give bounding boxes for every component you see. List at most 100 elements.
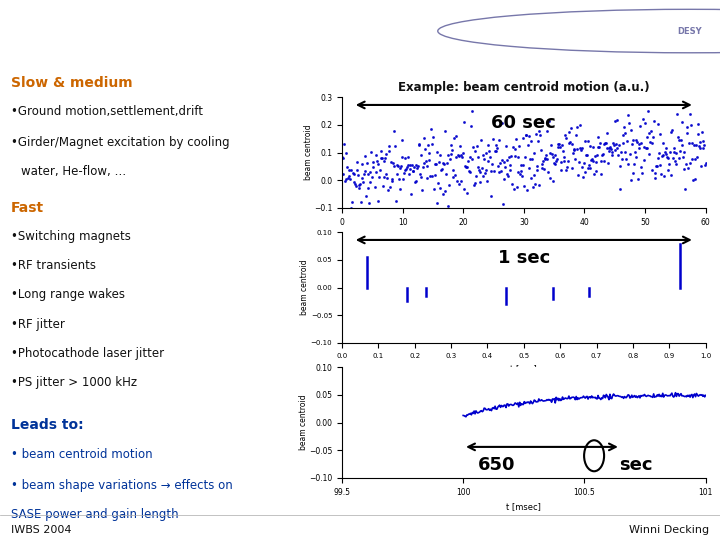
Text: Slow & medium: Slow & medium bbox=[11, 76, 132, 90]
Point bbox=[372, 197, 384, 206]
Point bbox=[582, 136, 594, 145]
Point bbox=[654, 161, 666, 170]
Point bbox=[397, 152, 408, 161]
Point bbox=[413, 140, 424, 149]
Point bbox=[533, 126, 544, 135]
Point bbox=[503, 172, 514, 180]
Text: Winni Decking: Winni Decking bbox=[629, 524, 709, 535]
Point bbox=[666, 125, 678, 134]
Point bbox=[502, 170, 513, 178]
Text: •Ground motion,settlement,drift: •Ground motion,settlement,drift bbox=[11, 105, 203, 118]
Point bbox=[355, 197, 366, 206]
Point bbox=[394, 185, 405, 193]
Point bbox=[606, 148, 618, 157]
Point bbox=[675, 136, 687, 144]
Point bbox=[430, 159, 441, 168]
Point bbox=[642, 144, 653, 153]
Point bbox=[539, 154, 551, 163]
Point bbox=[639, 156, 650, 165]
Point bbox=[588, 170, 600, 179]
X-axis label: t [msec]: t [msec] bbox=[506, 502, 541, 511]
Point bbox=[690, 174, 701, 183]
Point bbox=[527, 183, 539, 191]
Point bbox=[425, 125, 436, 133]
Point bbox=[426, 139, 438, 148]
Point bbox=[381, 150, 392, 159]
X-axis label: t [sec]: t [sec] bbox=[510, 364, 537, 373]
Point bbox=[353, 184, 364, 192]
Point bbox=[515, 166, 526, 175]
Point bbox=[693, 141, 705, 150]
Point bbox=[575, 145, 587, 154]
Point bbox=[556, 165, 567, 174]
Point bbox=[359, 167, 371, 176]
Point bbox=[434, 183, 446, 192]
Point bbox=[683, 164, 694, 172]
Point bbox=[397, 174, 409, 183]
Point bbox=[693, 130, 704, 138]
Point bbox=[680, 160, 692, 169]
Point bbox=[408, 166, 419, 175]
Point bbox=[662, 165, 673, 174]
Point bbox=[550, 151, 562, 159]
Point bbox=[624, 150, 636, 158]
Point bbox=[449, 170, 461, 179]
Point bbox=[638, 143, 649, 151]
Point bbox=[469, 147, 481, 156]
Point bbox=[680, 185, 691, 193]
Point bbox=[415, 151, 427, 159]
Text: Beam Stability – Time Scales: Beam Stability – Time Scales bbox=[199, 20, 521, 40]
Point bbox=[679, 147, 690, 156]
Point bbox=[570, 131, 582, 139]
Point bbox=[380, 170, 392, 178]
Point bbox=[474, 168, 486, 177]
Point bbox=[400, 165, 411, 174]
Point bbox=[699, 161, 711, 170]
Point bbox=[340, 175, 351, 184]
Point bbox=[525, 137, 536, 146]
Text: SASE power and gain length: SASE power and gain length bbox=[11, 508, 179, 521]
Point bbox=[674, 136, 685, 144]
Point bbox=[603, 146, 615, 155]
Text: •RF jitter: •RF jitter bbox=[11, 318, 65, 330]
Point bbox=[338, 169, 349, 178]
Point bbox=[457, 149, 469, 158]
Text: •RF transients: •RF transients bbox=[11, 259, 96, 272]
Point bbox=[622, 159, 634, 168]
Point bbox=[647, 133, 659, 141]
Point bbox=[664, 148, 675, 157]
Point bbox=[471, 141, 482, 150]
Point bbox=[649, 169, 661, 178]
Point bbox=[623, 110, 634, 119]
Point bbox=[608, 117, 620, 125]
Point bbox=[673, 153, 685, 162]
Point bbox=[446, 145, 458, 154]
Point bbox=[503, 152, 515, 161]
Point bbox=[559, 153, 570, 162]
Point bbox=[405, 160, 416, 169]
Point bbox=[352, 171, 364, 180]
Point bbox=[360, 192, 372, 201]
Point bbox=[537, 157, 549, 165]
Point bbox=[390, 142, 401, 151]
Point bbox=[516, 161, 527, 170]
Point bbox=[585, 141, 596, 150]
Point bbox=[499, 175, 510, 184]
Text: IWBS 2004: IWBS 2004 bbox=[11, 524, 71, 535]
Point bbox=[500, 141, 512, 150]
Text: •Girder/Magnet excitation by cooling: •Girder/Magnet excitation by cooling bbox=[11, 136, 230, 149]
Point bbox=[658, 172, 670, 180]
Point bbox=[604, 142, 616, 151]
Point bbox=[492, 162, 504, 171]
Point bbox=[480, 149, 492, 158]
Point bbox=[431, 160, 442, 168]
Point bbox=[467, 107, 478, 116]
Point bbox=[337, 154, 348, 163]
Point bbox=[610, 146, 621, 154]
Point bbox=[700, 159, 711, 167]
Point bbox=[365, 147, 377, 156]
Point bbox=[683, 139, 695, 147]
Point bbox=[399, 153, 410, 162]
Point bbox=[691, 152, 703, 161]
Point bbox=[657, 139, 669, 147]
